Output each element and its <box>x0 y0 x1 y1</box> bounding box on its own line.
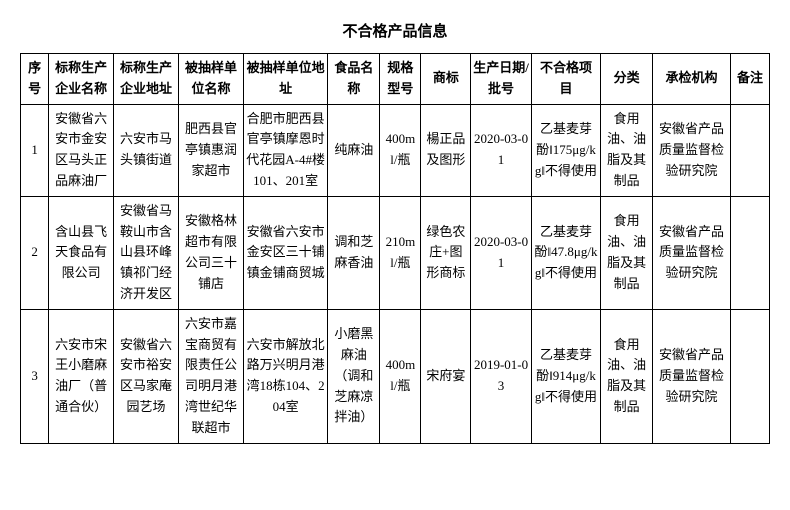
cell: 食用油、油脂及其制品 <box>601 104 653 196</box>
col-header: 规格型号 <box>380 54 421 105</box>
col-header: 食品名称 <box>328 54 380 105</box>
cell: 安徽省六安市金安区三十铺镇金铺商贸城 <box>243 196 327 309</box>
cell: 安徽省产品质量监督检验研究院 <box>653 196 731 309</box>
cell <box>730 309 769 443</box>
cell: 乙基麦芽酚‖47.8μg/kg‖不得使用 <box>531 196 600 309</box>
cell: 食用油、油脂及其制品 <box>601 196 653 309</box>
cell: 210ml/瓶 <box>380 196 421 309</box>
cell: 调和芝麻香油 <box>328 196 380 309</box>
col-header: 生产日期/批号 <box>471 54 532 105</box>
cell: 合肥市肥西县官亭镇摩恩时代花园A-4#楼101、201室 <box>243 104 327 196</box>
cell: 2019-01-03 <box>471 309 532 443</box>
cell: 楊正品及图形 <box>421 104 471 196</box>
col-header: 序号 <box>21 54 49 105</box>
cell: 绿色农庄+图形商标 <box>421 196 471 309</box>
cell: 400ml/瓶 <box>380 104 421 196</box>
col-header: 被抽样单位名称 <box>179 54 244 105</box>
cell: 六安市马头镇街道 <box>114 104 179 196</box>
col-header: 商标 <box>421 54 471 105</box>
col-header: 备注 <box>730 54 769 105</box>
cell: 乙基麦芽酚‖914μg/kg‖不得使用 <box>531 309 600 443</box>
cell: 纯麻油 <box>328 104 380 196</box>
cell: 安徽省六安市裕安区马家庵园艺场 <box>114 309 179 443</box>
cell: 六安市嘉宝商贸有限责任公司明月港湾世纪华联超市 <box>179 309 244 443</box>
cell: 400ml/瓶 <box>380 309 421 443</box>
cell: 六安市宋王小磨麻油厂（普通合伙） <box>49 309 114 443</box>
cell <box>730 196 769 309</box>
table-row: 2 含山县飞天食品有限公司 安徽省马鞍山市含山县环峰镇祁门经济开发区 安徽格林超… <box>21 196 770 309</box>
cell: 2020-03-01 <box>471 196 532 309</box>
cell: 安徽省马鞍山市含山县环峰镇祁门经济开发区 <box>114 196 179 309</box>
col-header: 标称生产企业名称 <box>49 54 114 105</box>
cell: 宋府宴 <box>421 309 471 443</box>
cell: 食用油、油脂及其制品 <box>601 309 653 443</box>
cell: 安徽格林超市有限公司三十铺店 <box>179 196 244 309</box>
cell: 安徽省产品质量监督检验研究院 <box>653 309 731 443</box>
cell: 六安市解放北路万兴明月港湾18栋104、204室 <box>243 309 327 443</box>
col-header: 标称生产企业地址 <box>114 54 179 105</box>
table-row: 3 六安市宋王小磨麻油厂（普通合伙） 安徽省六安市裕安区马家庵园艺场 六安市嘉宝… <box>21 309 770 443</box>
cell: 2020-03-01 <box>471 104 532 196</box>
cell: 3 <box>21 309 49 443</box>
cell: 乙基麦芽酚‖175μg/kg‖不得使用 <box>531 104 600 196</box>
page-title: 不合格产品信息 <box>20 20 770 41</box>
col-header: 不合格项目 <box>531 54 600 105</box>
cell: 小磨黑麻油（调和芝麻凉拌油） <box>328 309 380 443</box>
cell: 安徽省六安市金安区马头正品麻油厂 <box>49 104 114 196</box>
col-header: 分类 <box>601 54 653 105</box>
cell: 安徽省产品质量监督检验研究院 <box>653 104 731 196</box>
table-header-row: 序号 标称生产企业名称 标称生产企业地址 被抽样单位名称 被抽样单位地址 食品名… <box>21 54 770 105</box>
col-header: 承检机构 <box>653 54 731 105</box>
col-header: 被抽样单位地址 <box>243 54 327 105</box>
data-table: 序号 标称生产企业名称 标称生产企业地址 被抽样单位名称 被抽样单位地址 食品名… <box>20 53 770 444</box>
cell: 肥西县官亭镇惠润家超市 <box>179 104 244 196</box>
cell <box>730 104 769 196</box>
cell: 含山县飞天食品有限公司 <box>49 196 114 309</box>
cell: 1 <box>21 104 49 196</box>
cell: 2 <box>21 196 49 309</box>
table-row: 1 安徽省六安市金安区马头正品麻油厂 六安市马头镇街道 肥西县官亭镇惠润家超市 … <box>21 104 770 196</box>
